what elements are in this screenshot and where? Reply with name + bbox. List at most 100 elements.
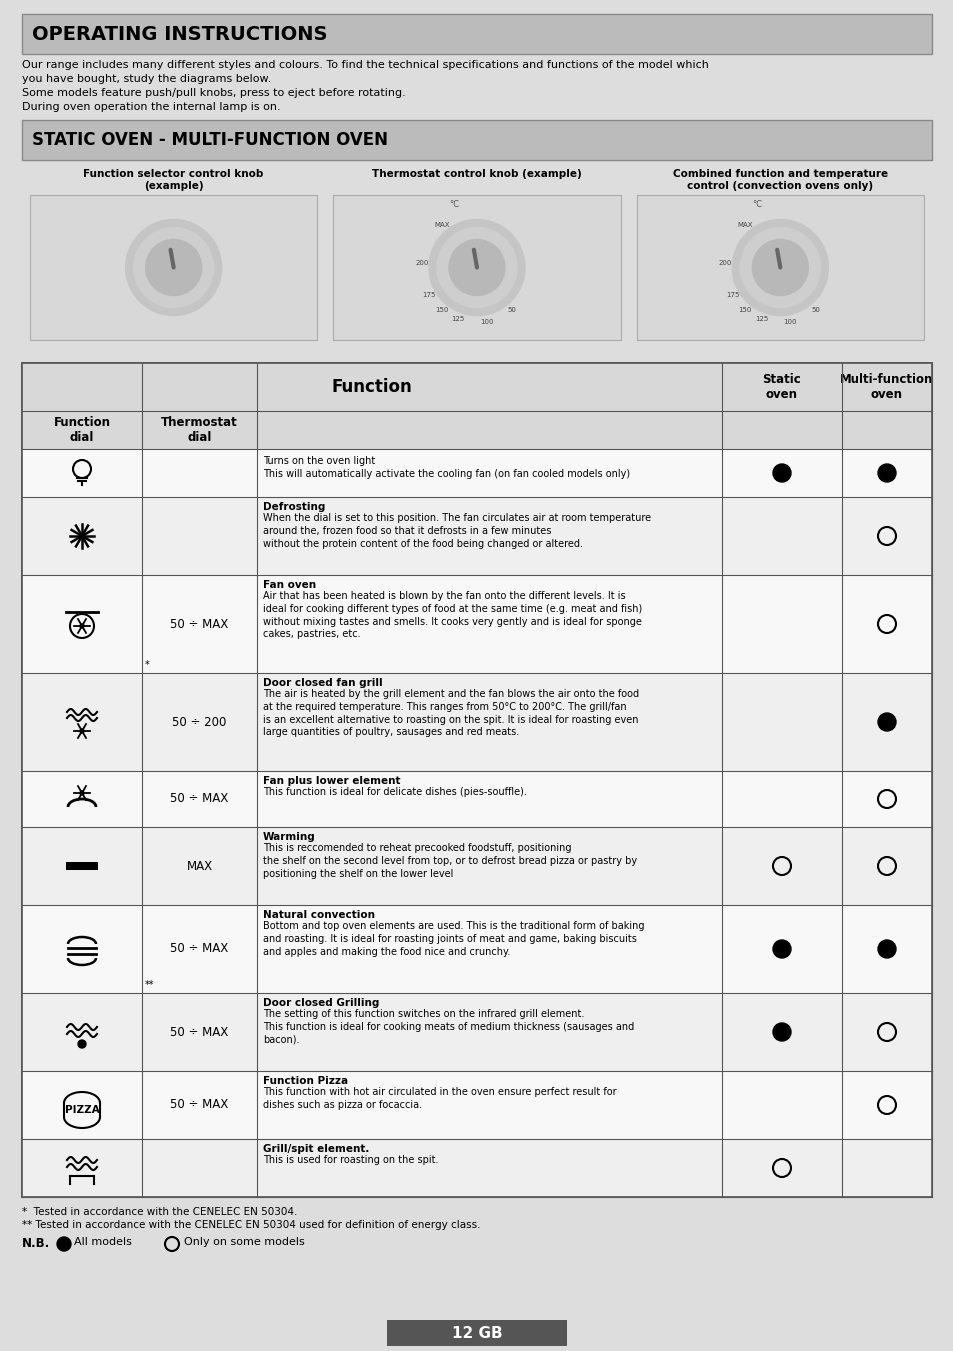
Text: When the dial is set to this position. The fan circulates air at room temperatur: When the dial is set to this position. T… bbox=[263, 513, 651, 549]
Text: Function: Function bbox=[332, 378, 412, 396]
Circle shape bbox=[436, 227, 517, 308]
Text: Thermostat
dial: Thermostat dial bbox=[161, 416, 237, 444]
Text: 125: 125 bbox=[754, 316, 767, 322]
Text: *: * bbox=[145, 661, 150, 670]
Text: 12 GB: 12 GB bbox=[451, 1325, 502, 1340]
Bar bbox=[22, 120, 931, 159]
Text: 100: 100 bbox=[479, 319, 493, 324]
Bar bbox=[30, 195, 317, 340]
Text: This is reccomended to reheat precooked foodstuff, positioning
the shelf on the : This is reccomended to reheat precooked … bbox=[263, 843, 637, 878]
Text: 50 ÷ MAX: 50 ÷ MAX bbox=[171, 793, 229, 805]
Text: N.B.: N.B. bbox=[22, 1238, 51, 1250]
Text: 100: 100 bbox=[782, 319, 796, 324]
Text: During oven operation the internal lamp is on.: During oven operation the internal lamp … bbox=[22, 101, 280, 112]
Bar bbox=[22, 771, 931, 827]
Text: Fan plus lower element: Fan plus lower element bbox=[263, 775, 400, 786]
Circle shape bbox=[80, 624, 84, 628]
Bar bbox=[22, 673, 931, 771]
Bar bbox=[66, 862, 98, 870]
Bar bbox=[22, 363, 931, 1197]
Text: 150: 150 bbox=[435, 307, 448, 312]
Text: 150: 150 bbox=[738, 307, 751, 312]
Text: ** Tested in accordance with the CENELEC EN 50304 used for definition of energy : ** Tested in accordance with the CENELEC… bbox=[22, 1220, 480, 1229]
Circle shape bbox=[133, 227, 213, 308]
Bar bbox=[22, 905, 931, 993]
Text: Function
dial: Function dial bbox=[53, 416, 111, 444]
Text: Air that has been heated is blown by the fan onto the different levels. It is
id: Air that has been heated is blown by the… bbox=[263, 590, 641, 639]
Circle shape bbox=[57, 1238, 71, 1251]
Text: Grill/spit element.: Grill/spit element. bbox=[263, 1144, 369, 1154]
Circle shape bbox=[772, 1023, 790, 1042]
Bar bbox=[636, 195, 923, 340]
Circle shape bbox=[752, 239, 807, 296]
Text: 50: 50 bbox=[507, 307, 517, 312]
Circle shape bbox=[80, 730, 84, 734]
Bar bbox=[22, 1139, 931, 1197]
Circle shape bbox=[772, 463, 790, 482]
Text: MAX: MAX bbox=[737, 223, 752, 228]
Circle shape bbox=[80, 790, 84, 794]
Text: 50 ÷ MAX: 50 ÷ MAX bbox=[171, 943, 229, 955]
Text: °C: °C bbox=[752, 200, 761, 209]
Bar bbox=[22, 497, 931, 576]
Text: PIZZA: PIZZA bbox=[65, 1105, 99, 1115]
Text: 175: 175 bbox=[422, 292, 436, 299]
Text: Door closed Grilling: Door closed Grilling bbox=[263, 998, 379, 1008]
Text: 50 ÷ 200: 50 ÷ 200 bbox=[172, 716, 227, 728]
Text: Fan oven: Fan oven bbox=[263, 580, 315, 590]
Circle shape bbox=[877, 463, 895, 482]
Text: Function Pizza: Function Pizza bbox=[263, 1075, 348, 1086]
Text: you have bought, study the diagrams below.: you have bought, study the diagrams belo… bbox=[22, 74, 271, 84]
Text: 200: 200 bbox=[416, 259, 429, 266]
Circle shape bbox=[78, 1040, 86, 1048]
Text: Only on some models: Only on some models bbox=[184, 1238, 304, 1247]
Text: Multi-function
oven: Multi-function oven bbox=[840, 373, 933, 401]
Text: 200: 200 bbox=[719, 259, 732, 266]
Circle shape bbox=[772, 940, 790, 958]
Text: Our range includes many different styles and colours. To find the technical spec: Our range includes many different styles… bbox=[22, 59, 708, 70]
Text: STATIC OVEN - MULTI-FUNCTION OVEN: STATIC OVEN - MULTI-FUNCTION OVEN bbox=[32, 131, 388, 149]
Text: OPERATING INSTRUCTIONS: OPERATING INSTRUCTIONS bbox=[32, 24, 327, 43]
Text: 50: 50 bbox=[810, 307, 820, 312]
Bar bbox=[22, 576, 931, 673]
Text: Natural convection: Natural convection bbox=[263, 911, 375, 920]
Text: The setting of this function switches on the infrared grill element.
This functi: The setting of this function switches on… bbox=[263, 1009, 634, 1044]
Bar bbox=[22, 993, 931, 1071]
Circle shape bbox=[877, 713, 895, 731]
Bar bbox=[22, 1071, 931, 1139]
Text: All models: All models bbox=[74, 1238, 132, 1247]
Text: Bottom and top oven elements are used. This is the traditional form of baking
an: Bottom and top oven elements are used. T… bbox=[263, 921, 644, 957]
Text: Warming: Warming bbox=[263, 832, 315, 842]
Text: °C: °C bbox=[449, 200, 458, 209]
Circle shape bbox=[740, 227, 820, 308]
Text: MAX: MAX bbox=[434, 223, 449, 228]
Bar bbox=[22, 411, 931, 449]
Bar bbox=[22, 363, 931, 1197]
Text: Door closed fan grill: Door closed fan grill bbox=[263, 678, 382, 688]
Bar bbox=[333, 195, 620, 340]
Bar bbox=[22, 14, 931, 54]
Text: Static
oven: Static oven bbox=[761, 373, 801, 401]
Text: The air is heated by the grill element and the fan blows the air onto the food
a: The air is heated by the grill element a… bbox=[263, 689, 639, 738]
Text: This function with hot air circulated in the oven ensure perfect result for
dish: This function with hot air circulated in… bbox=[263, 1088, 616, 1109]
Text: Turns on the oven light
This will automatically activate the cooling fan (on fan: Turns on the oven light This will automa… bbox=[263, 457, 630, 478]
Text: 175: 175 bbox=[725, 292, 739, 299]
Bar bbox=[22, 449, 931, 497]
Circle shape bbox=[449, 239, 504, 296]
Bar bbox=[387, 1320, 566, 1346]
Circle shape bbox=[732, 219, 827, 316]
Text: **: ** bbox=[145, 979, 154, 990]
Text: Thermostat control knob (example): Thermostat control knob (example) bbox=[372, 169, 581, 178]
Bar bbox=[22, 363, 931, 411]
Circle shape bbox=[146, 239, 201, 296]
Text: *  Tested in accordance with the CENELEC EN 50304.: * Tested in accordance with the CENELEC … bbox=[22, 1206, 297, 1217]
Text: Combined function and temperature
control (convection ovens only): Combined function and temperature contro… bbox=[672, 169, 887, 190]
Text: This is used for roasting on the spit.: This is used for roasting on the spit. bbox=[263, 1155, 438, 1165]
Circle shape bbox=[126, 219, 221, 316]
Text: This function is ideal for delicate dishes (pies-souffle).: This function is ideal for delicate dish… bbox=[263, 788, 526, 797]
Circle shape bbox=[79, 534, 85, 539]
Text: 50 ÷ MAX: 50 ÷ MAX bbox=[171, 1098, 229, 1112]
Text: MAX: MAX bbox=[186, 859, 213, 873]
Text: 125: 125 bbox=[451, 316, 464, 322]
Text: 50 ÷ MAX: 50 ÷ MAX bbox=[171, 617, 229, 631]
